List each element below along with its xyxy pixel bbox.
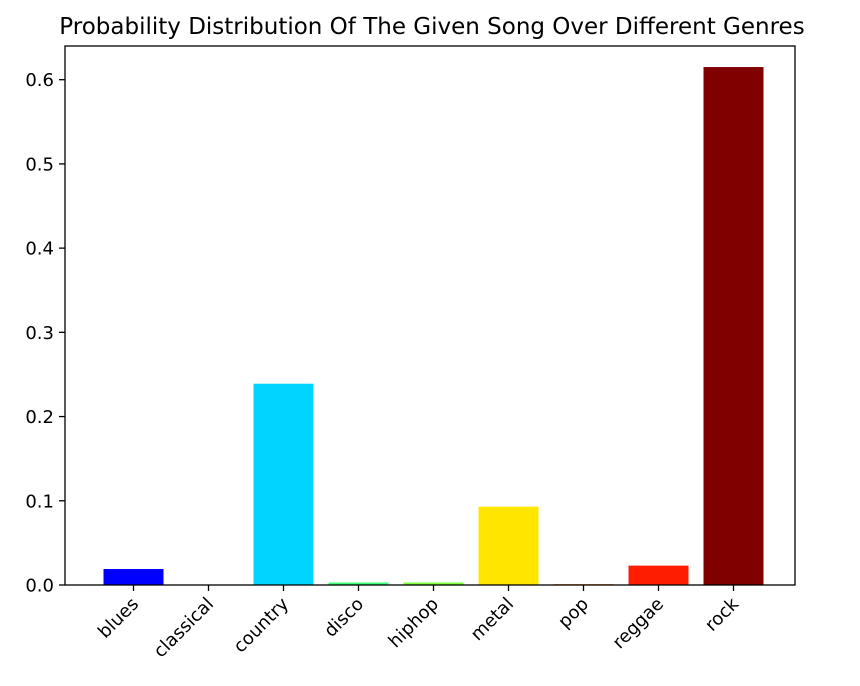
bar-country (253, 383, 314, 585)
y-tick-label: 0.5 (25, 154, 54, 175)
y-tick-label: 0.0 (25, 576, 54, 597)
y-tick-label: 0.4 (25, 239, 54, 260)
chart-title: Probability Distribution Of The Given So… (59, 14, 804, 40)
bar-disco (328, 582, 389, 585)
x-tick-label-rock: rock (701, 593, 743, 635)
bar-metal (478, 506, 539, 585)
bar-blues (103, 568, 164, 585)
bar-reggae (628, 565, 689, 585)
plot-area (65, 46, 795, 585)
x-axis: blues classical country disco hiphop metal pop… (94, 585, 743, 662)
y-tick-label: 0.6 (25, 70, 54, 91)
x-tick-label-disco: disco (320, 594, 368, 642)
x-tick-label-metal: metal (467, 594, 518, 645)
y-tick-label: 0.2 (25, 407, 54, 428)
y-tick-label: 0.1 (25, 491, 54, 512)
bar-hiphop (403, 582, 464, 585)
y-tick-label: 0.3 (25, 323, 54, 344)
y-axis: 0.0 0.1 0.2 0.3 0.4 0.5 0.6 (25, 70, 65, 597)
x-tick-label-reggae: reggae (609, 594, 668, 653)
plot-background (65, 46, 795, 585)
bars (103, 67, 764, 585)
plot-frame (64, 45, 796, 586)
x-tick-label-pop: pop (554, 594, 593, 633)
x-tick-label-classical: classical (150, 594, 218, 662)
bar-rock (703, 67, 764, 585)
x-tick-label-country: country (230, 593, 294, 657)
x-tick-label-hiphop: hiphop (385, 594, 443, 652)
x-tick-label-blues: blues (94, 594, 143, 643)
